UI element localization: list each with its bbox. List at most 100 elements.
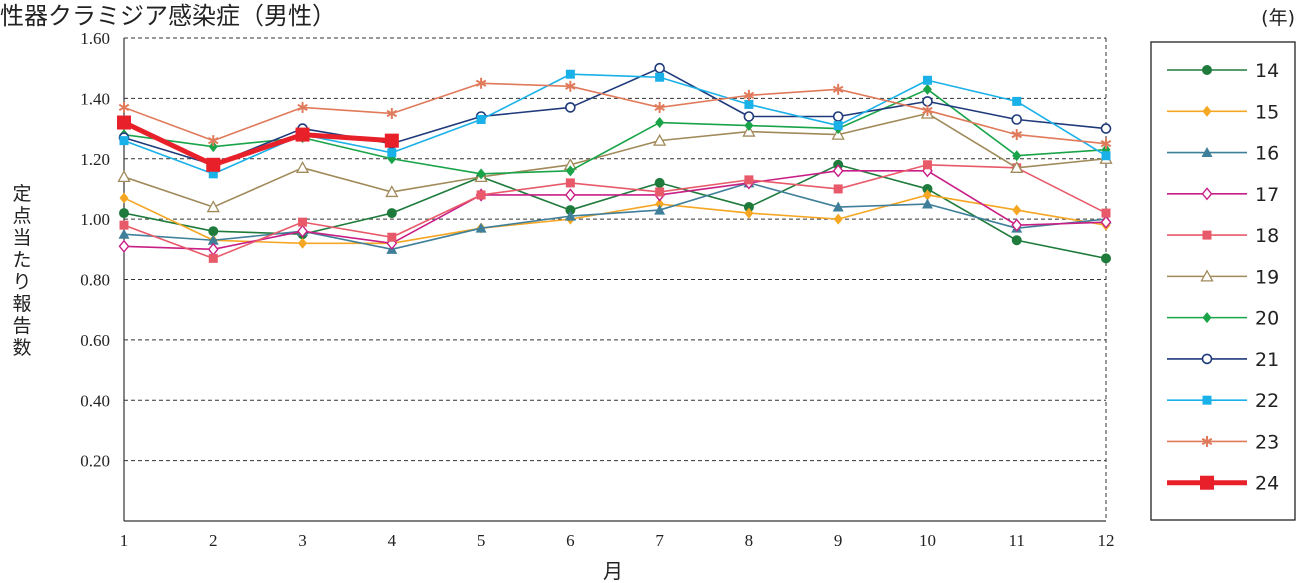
data-point [564,210,576,221]
legend-label: 21 [1255,349,1279,371]
legend-marker [1201,353,1213,365]
y-tick-label: 1.60 [80,29,110,48]
data-point [386,208,397,219]
x-tick-label: 11 [1009,531,1025,550]
legend-item-24: 24 [1167,473,1279,495]
y-tick-label: 1.20 [80,150,110,169]
series-21 [118,62,1112,171]
x-axis-label: 月 [603,559,623,583]
data-point [653,133,667,146]
x-tick-label: 3 [298,531,307,550]
data-point [1100,138,1112,150]
data-point [119,192,129,204]
data-point [1011,235,1022,246]
data-point [1012,150,1022,162]
legend-marker [1202,230,1212,240]
legend-item-18: 18 [1167,225,1279,247]
x-tick-label: 12 [1098,531,1115,550]
data-point [922,160,932,170]
data-point [117,115,131,130]
data-point [297,101,308,113]
legend-label: 19 [1255,266,1279,288]
legend-item-15: 15 [1167,101,1279,123]
data-point [833,121,843,131]
legend-marker [1200,475,1214,490]
data-point [832,201,844,212]
data-point [387,232,397,242]
plot-lines [117,62,1113,264]
data-point [208,169,218,179]
data-point [118,228,130,239]
data-point [744,99,754,109]
chart-title: 性器クラミジア感染症（男性） [0,2,336,30]
legend-marker [1200,269,1214,282]
data-point [208,141,218,153]
legend-marker [1202,395,1212,405]
legend-marker [1201,147,1213,158]
data-point [476,168,486,180]
data-point [833,213,843,225]
data-point [655,72,665,82]
data-point [1101,208,1111,218]
data-point [298,217,308,227]
series-18 [119,160,1111,263]
data-point [208,135,219,147]
series-line [122,120,392,168]
y-tick-label: 0.60 [80,331,110,350]
legend-label: 23 [1255,431,1279,453]
data-point [206,157,221,172]
x-tick-label: 8 [745,531,754,550]
data-point [1101,151,1111,161]
x-tick-label: 4 [388,531,397,550]
series-line [123,82,1107,145]
legend-label: 16 [1255,143,1279,165]
data-point [922,96,933,107]
legend-item-19: 19 [1167,266,1279,288]
data-point [384,133,399,148]
y-tick-label: 1.40 [80,89,110,108]
data-point [743,89,755,101]
data-point [744,207,754,219]
legend-label: 17 [1255,184,1279,206]
legend-marker [1202,105,1212,117]
data-point [295,160,310,173]
legend-label: 18 [1255,225,1279,247]
data-point [922,189,932,201]
data-point [655,198,665,210]
legend-item-20: 20 [1167,308,1279,330]
y-tick-label: 0.40 [80,391,110,410]
data-point [922,75,932,85]
data-point [1012,96,1022,106]
data-point [119,136,129,146]
data-point [1012,204,1022,216]
x-tick-label: 10 [919,531,936,550]
legend-item-22: 22 [1167,390,1279,412]
data-point [565,165,575,177]
data-point [921,198,933,209]
data-point [832,83,844,95]
legend-label: 14 [1255,60,1279,82]
data-point [565,102,576,113]
data-point [655,117,665,129]
legend-marker [1202,65,1212,75]
y-tick-label: 1.00 [80,210,110,229]
data-point [654,101,665,113]
series-line [123,170,1107,251]
data-point [1100,123,1112,134]
data-point [654,204,666,215]
data-point [1101,253,1111,264]
data-point [207,234,219,245]
series-line [123,163,1107,260]
series-23 [118,77,1112,150]
data-point [564,188,576,202]
legend: 14 15 16 17 18 19 20 21 22 23 24 [1150,41,1296,521]
x-tick-label: 6 [566,531,575,550]
y-axis-label: 定点当たり報告数 [12,183,31,359]
data-point [476,190,486,200]
data-point [744,175,754,185]
data-point [118,239,130,253]
legend-item-23: 23 [1167,431,1279,453]
data-point [1011,114,1023,125]
data-point [654,62,665,74]
data-point [565,69,575,79]
